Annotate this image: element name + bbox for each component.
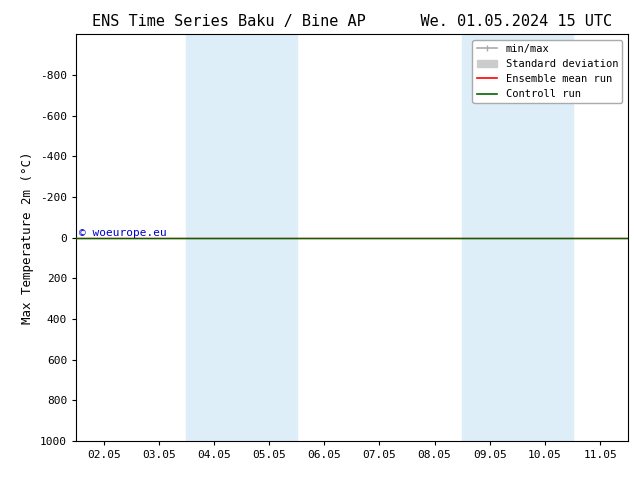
Legend: min/max, Standard deviation, Ensemble mean run, Controll run: min/max, Standard deviation, Ensemble me… bbox=[472, 40, 623, 103]
Title: ENS Time Series Baku / Bine AP      We. 01.05.2024 15 UTC: ENS Time Series Baku / Bine AP We. 01.05… bbox=[92, 14, 612, 29]
Y-axis label: Max Temperature 2m (°C): Max Temperature 2m (°C) bbox=[22, 151, 34, 324]
Text: © woeurope.eu: © woeurope.eu bbox=[79, 228, 167, 238]
Bar bbox=[186, 34, 297, 441]
Bar bbox=[462, 34, 573, 441]
